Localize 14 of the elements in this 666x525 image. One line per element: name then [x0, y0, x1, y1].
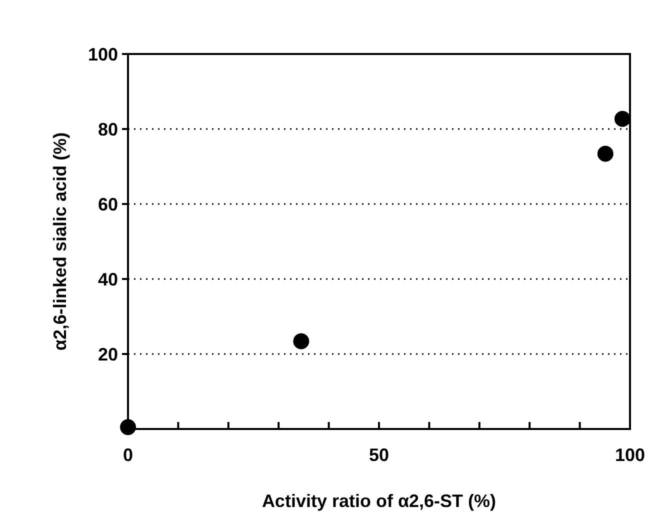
y-tick-label: 60	[98, 194, 118, 214]
x-tick-label: 50	[368, 445, 390, 465]
x-tick-label: 100	[614, 445, 646, 465]
y-tick-label: 20	[98, 344, 118, 364]
point	[120, 419, 136, 436]
y-axis-title: α2,6-linked sialic acid (%)	[50, 132, 70, 351]
x-axis-title: Activity ratio of α2,6-ST (%)	[262, 491, 496, 511]
y-tick-label: 40	[98, 269, 118, 290]
point	[614, 110, 630, 127]
point	[293, 333, 310, 350]
y-tick-label: 80	[98, 119, 118, 140]
x-tick-label: 0	[122, 445, 134, 465]
y-tick-label: 100	[88, 44, 118, 64]
point	[597, 146, 614, 162]
